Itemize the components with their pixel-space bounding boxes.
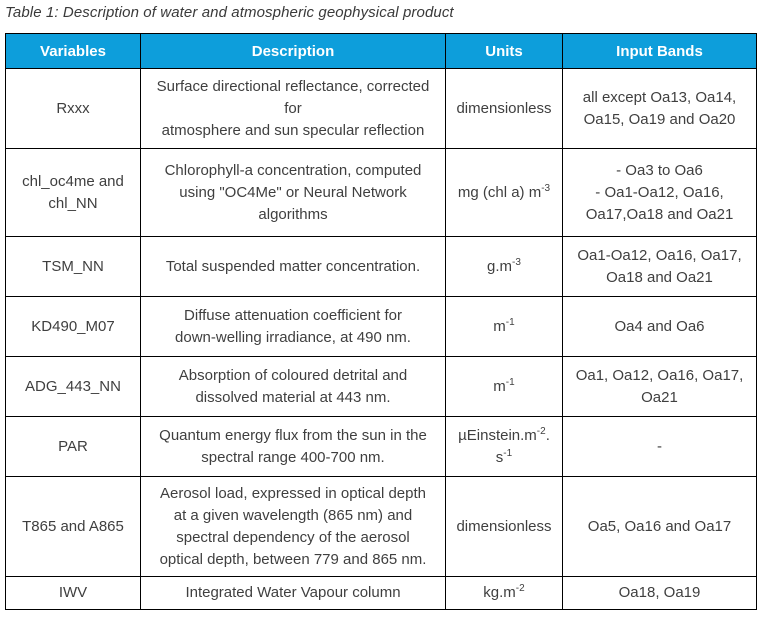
description-cell: Diffuse attenuation coefficient for down-… xyxy=(140,296,446,357)
variable-cell: IWV xyxy=(5,576,141,610)
input-bands-cell: Oa5, Oa16 and Oa17 xyxy=(562,476,757,577)
variable-cell: chl_oc4me and chl_NN xyxy=(5,148,141,237)
table-row: ADG_443_NN Absorption of coloured detrita… xyxy=(5,356,757,417)
units-cell: m-1 xyxy=(445,356,563,417)
table-row: chl_oc4me and chl_NN Chlorophyll-a concent… xyxy=(5,148,757,237)
units-cell: dimensionless xyxy=(445,68,563,149)
table-caption: Table 1: Description of water and atmosp… xyxy=(5,4,454,21)
input-bands-cell: Oa4 and Oa6 xyxy=(562,296,757,357)
table-row: IWV Integrated Water Vapour column kg.m-2 O… xyxy=(5,576,757,610)
description-cell: Aerosol load, expressed in optical depth… xyxy=(140,476,446,577)
input-bands-cell: - Oa3 to Oa6- Oa1-Oa12, Oa16, Oa17,Oa18 a… xyxy=(562,148,757,237)
table-row: KD490_M07 Diffuse attenuation coefficient… xyxy=(5,296,757,357)
variable-cell: TSM_NN xyxy=(5,236,141,297)
table-row: PAR Quantum energy flux from the sun in t… xyxy=(5,416,757,477)
variable-cell: Rxxx xyxy=(5,68,141,149)
table-row: Rxxx Surface directional reflectance, cor… xyxy=(5,68,757,149)
input-bands-cell: all except Oa13, Oa14, Oa15, Oa19 and Oa2… xyxy=(562,68,757,149)
units-cell: m-1 xyxy=(445,296,563,357)
description-cell: Integrated Water Vapour column xyxy=(140,576,446,610)
units-cell: dimensionless xyxy=(445,476,563,577)
column-header: Input Bands xyxy=(562,33,757,69)
table-row: TSM_NN Total suspended matter concentrati… xyxy=(5,236,757,297)
input-bands-cell: Oa1-Oa12, Oa16, Oa17, Oa18 and Oa21 xyxy=(562,236,757,297)
input-bands-cell: Oa18, Oa19 xyxy=(562,576,757,610)
variable-cell: T865 and A865 xyxy=(5,476,141,577)
description-cell: Chlorophyll-a concentration, computed usi… xyxy=(140,148,446,237)
description-cell: Surface directional reflectance, correct… xyxy=(140,68,446,149)
description-cell: Absorption of coloured detrital and disso… xyxy=(140,356,446,417)
product-table: Variables Description Units Input Bands Rxx… xyxy=(5,33,757,610)
units-cell: g.m-3 xyxy=(445,236,563,297)
table-row: T865 and A865 Aerosol load, expressed in … xyxy=(5,476,757,577)
column-header: Description xyxy=(140,33,446,69)
table-body: Rxxx Surface directional reflectance, cor… xyxy=(5,68,757,610)
description-cell: Total suspended matter concentration. xyxy=(140,236,446,297)
units-cell: kg.m-2 xyxy=(445,576,563,610)
column-header: Units xyxy=(445,33,563,69)
input-bands-cell: - xyxy=(562,416,757,477)
variable-cell: KD490_M07 xyxy=(5,296,141,357)
units-cell: mg (chl a) m-3 xyxy=(445,148,563,237)
input-bands-cell: Oa1, Oa12, Oa16, Oa17, Oa21 xyxy=(562,356,757,417)
column-header: Variables xyxy=(5,33,141,69)
description-cell: Quantum energy flux from the sun in the s… xyxy=(140,416,446,477)
units-cell: µEinstein.m-2. s-1 xyxy=(445,416,563,477)
variable-cell: PAR xyxy=(5,416,141,477)
variable-cell: ADG_443_NN xyxy=(5,356,141,417)
header-row: Variables Description Units Input Bands xyxy=(5,33,757,69)
